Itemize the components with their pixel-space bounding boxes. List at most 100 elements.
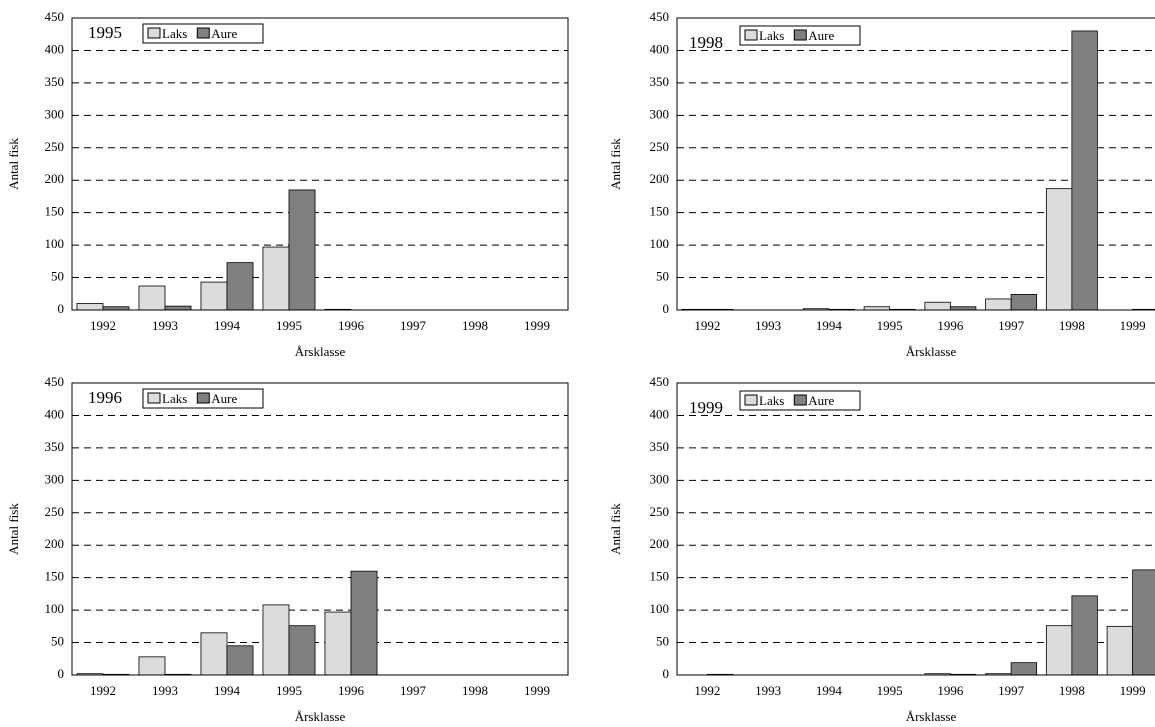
y-tick-label: 200 [45, 536, 65, 551]
x-tick-label: 1992 [90, 683, 116, 698]
bar [164, 305, 192, 311]
bar [1045, 625, 1073, 676]
y-tick-label: 450 [650, 374, 670, 389]
legend-label: Laks [759, 393, 784, 408]
x-tick-label: 1998 [462, 318, 488, 333]
legend-swatch [196, 392, 210, 404]
y-tick-label: 150 [45, 569, 65, 584]
x-axis-label: Årsklasse [906, 709, 957, 724]
bar [1132, 569, 1155, 676]
x-tick-label: 1995 [877, 318, 903, 333]
x-tick-label: 1992 [694, 683, 720, 698]
y-tick-label: 0 [663, 666, 670, 681]
x-tick-label: 1996 [937, 318, 964, 333]
y-tick-label: 350 [45, 74, 65, 89]
y-tick-label: 50 [656, 634, 669, 649]
y-tick-label: 150 [650, 569, 670, 584]
y-tick-label: 100 [45, 236, 65, 251]
y-tick-label: 0 [663, 301, 670, 316]
x-tick-label: 1994 [816, 683, 843, 698]
plot-frame [71, 382, 569, 676]
legend-swatch [793, 29, 807, 41]
x-axis-label: Årsklasse [906, 344, 957, 359]
annotation: 1999 [689, 398, 723, 417]
legend-label: Aure [211, 391, 237, 406]
bar [226, 645, 254, 676]
x-tick-label: 1997 [400, 318, 427, 333]
x-tick-label: 1994 [816, 318, 843, 333]
annotation: 1998 [689, 33, 723, 52]
y-tick-label: 350 [45, 439, 65, 454]
y-tick-label: 250 [45, 139, 65, 154]
bar [1010, 294, 1038, 311]
y-tick-label: 250 [650, 139, 670, 154]
x-axis-label: Årsklasse [295, 344, 346, 359]
bar [76, 303, 104, 311]
x-tick-label: 1999 [1120, 318, 1146, 333]
x-axis-label: Årsklasse [295, 709, 346, 724]
x-tick-label: 1999 [524, 683, 550, 698]
bar [288, 625, 316, 676]
y-tick-label: 300 [650, 471, 670, 486]
legend-swatch [147, 392, 161, 404]
y-tick-label: 150 [650, 204, 670, 219]
x-tick-label: 1995 [877, 683, 903, 698]
y-tick-label: 300 [45, 106, 65, 121]
y-tick-label: 100 [45, 601, 65, 616]
x-tick-label: 1996 [338, 683, 365, 698]
bar [138, 285, 166, 311]
y-tick-label: 450 [45, 374, 65, 389]
legend-label: Aure [211, 26, 237, 41]
y-axis-label: Antal fisk [6, 138, 21, 190]
x-tick-label: 1993 [152, 683, 178, 698]
y-axis-label: Antal fisk [6, 503, 21, 555]
bar [924, 301, 951, 311]
y-tick-label: 50 [51, 634, 64, 649]
x-tick-label: 1996 [338, 318, 365, 333]
legend-label: Laks [759, 28, 784, 43]
x-tick-label: 1992 [90, 318, 116, 333]
y-tick-label: 350 [650, 74, 670, 89]
y-tick-label: 450 [650, 9, 670, 24]
bar [1071, 30, 1098, 311]
bar [985, 298, 1012, 311]
plot-frame [71, 17, 569, 311]
x-tick-label: 1995 [276, 683, 302, 698]
plot-frame [676, 382, 1155, 676]
x-tick-label: 1998 [1059, 683, 1085, 698]
legend-swatch [196, 27, 210, 39]
bar [288, 189, 316, 311]
y-tick-label: 100 [650, 236, 670, 251]
y-axis-label: Antal fisk [608, 138, 623, 190]
y-tick-label: 150 [45, 204, 65, 219]
x-tick-label: 1999 [524, 318, 550, 333]
legend-label: Laks [162, 26, 187, 41]
y-tick-label: 200 [650, 536, 670, 551]
y-tick-label: 250 [650, 504, 670, 519]
y-tick-label: 200 [45, 171, 65, 186]
y-tick-label: 350 [650, 439, 670, 454]
y-axis-label: Antal fisk [608, 503, 623, 555]
x-tick-label: 1998 [462, 683, 488, 698]
x-tick-label: 1994 [214, 683, 241, 698]
bar [1106, 625, 1134, 676]
legend-swatch [744, 29, 758, 41]
bar [138, 656, 166, 676]
legend-swatch [147, 27, 161, 39]
bar [324, 611, 352, 676]
bar [200, 281, 228, 311]
bar [226, 262, 254, 311]
y-tick-label: 50 [51, 269, 64, 284]
x-tick-label: 1999 [1120, 683, 1146, 698]
x-tick-label: 1995 [276, 318, 302, 333]
x-tick-label: 1997 [400, 683, 427, 698]
bar [200, 632, 228, 676]
bar [1045, 188, 1073, 311]
y-tick-label: 450 [45, 9, 65, 24]
x-tick-label: 1997 [998, 683, 1025, 698]
y-tick-label: 100 [650, 601, 670, 616]
y-tick-label: 300 [650, 106, 670, 121]
x-tick-label: 1993 [755, 318, 781, 333]
y-tick-label: 400 [650, 406, 670, 421]
